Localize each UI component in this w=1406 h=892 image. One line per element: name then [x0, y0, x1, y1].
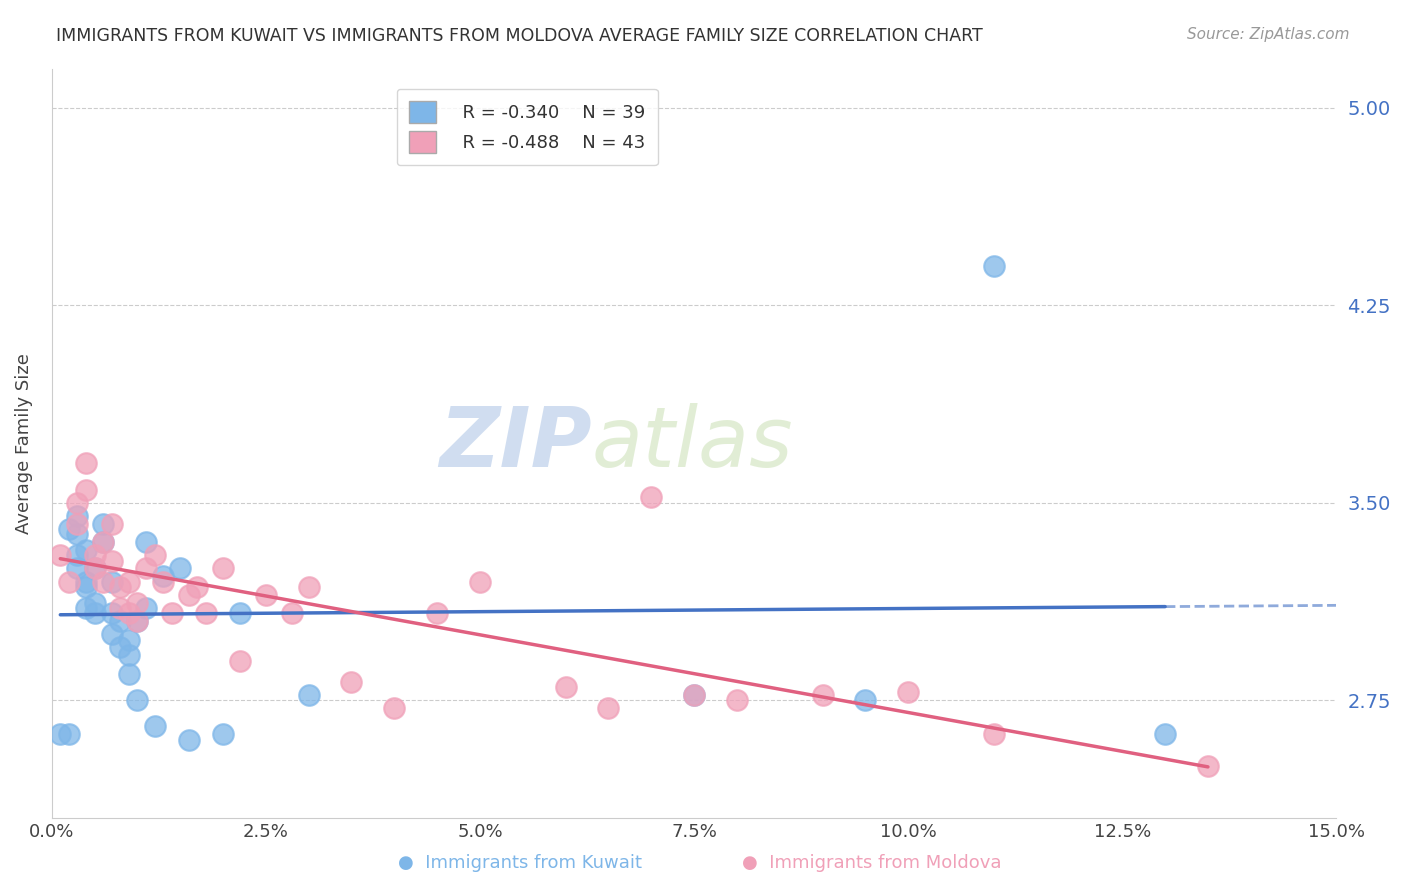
Point — [91, 574, 114, 589]
Point — [110, 601, 132, 615]
Point — [66, 496, 89, 510]
Point — [66, 527, 89, 541]
Point — [83, 561, 105, 575]
Point — [66, 508, 89, 523]
Point — [897, 685, 920, 699]
Y-axis label: Average Family Size: Average Family Size — [15, 353, 32, 534]
Point — [298, 688, 321, 702]
Point — [49, 727, 72, 741]
Point — [143, 549, 166, 563]
Point — [186, 580, 208, 594]
Point — [100, 606, 122, 620]
Point — [382, 701, 405, 715]
Point — [127, 596, 149, 610]
Point — [91, 516, 114, 531]
Point — [110, 640, 132, 655]
Point — [135, 561, 157, 575]
Point — [66, 516, 89, 531]
Point — [58, 522, 80, 536]
Point — [110, 614, 132, 628]
Point — [853, 693, 876, 707]
Point — [118, 574, 141, 589]
Point — [127, 693, 149, 707]
Point — [135, 601, 157, 615]
Point — [118, 632, 141, 647]
Point — [75, 456, 97, 470]
Legend:   R = -0.340    N = 39,   R = -0.488    N = 43: R = -0.340 N = 39, R = -0.488 N = 43 — [396, 89, 658, 165]
Point — [811, 688, 834, 702]
Text: IMMIGRANTS FROM KUWAIT VS IMMIGRANTS FROM MOLDOVA AVERAGE FAMILY SIZE CORRELATIO: IMMIGRANTS FROM KUWAIT VS IMMIGRANTS FRO… — [56, 27, 983, 45]
Point — [100, 553, 122, 567]
Point — [91, 535, 114, 549]
Point — [127, 614, 149, 628]
Point — [118, 606, 141, 620]
Point — [75, 483, 97, 497]
Point — [212, 727, 235, 741]
Point — [229, 654, 252, 668]
Point — [83, 549, 105, 563]
Point — [91, 535, 114, 549]
Point — [75, 580, 97, 594]
Point — [135, 535, 157, 549]
Point — [554, 680, 576, 694]
Point — [468, 574, 491, 589]
Point — [640, 491, 662, 505]
Text: ●  Immigrants from Moldova: ● Immigrants from Moldova — [742, 855, 1001, 872]
Point — [83, 606, 105, 620]
Point — [143, 719, 166, 733]
Point — [298, 580, 321, 594]
Point — [118, 648, 141, 663]
Point — [152, 569, 174, 583]
Point — [983, 727, 1005, 741]
Point — [683, 688, 706, 702]
Text: ZIP: ZIP — [439, 403, 592, 484]
Point — [598, 701, 620, 715]
Point — [1197, 759, 1219, 773]
Point — [83, 561, 105, 575]
Point — [58, 574, 80, 589]
Text: ●  Immigrants from Kuwait: ● Immigrants from Kuwait — [398, 855, 643, 872]
Point — [160, 606, 183, 620]
Point — [118, 666, 141, 681]
Point — [49, 549, 72, 563]
Point — [683, 688, 706, 702]
Point — [127, 614, 149, 628]
Point — [280, 606, 302, 620]
Point — [152, 574, 174, 589]
Text: atlas: atlas — [592, 403, 793, 484]
Point — [66, 549, 89, 563]
Text: Source: ZipAtlas.com: Source: ZipAtlas.com — [1187, 27, 1350, 42]
Point — [983, 259, 1005, 273]
Point — [1154, 727, 1177, 741]
Point — [75, 601, 97, 615]
Point — [254, 588, 277, 602]
Point — [177, 732, 200, 747]
Point — [100, 574, 122, 589]
Point — [194, 606, 217, 620]
Point — [212, 561, 235, 575]
Point — [75, 574, 97, 589]
Point — [100, 516, 122, 531]
Point — [58, 727, 80, 741]
Point — [169, 561, 191, 575]
Point — [75, 543, 97, 558]
Point — [100, 627, 122, 641]
Point — [426, 606, 449, 620]
Point — [229, 606, 252, 620]
Point — [725, 693, 748, 707]
Point — [83, 596, 105, 610]
Point — [110, 580, 132, 594]
Point — [66, 561, 89, 575]
Point — [340, 674, 363, 689]
Point — [177, 588, 200, 602]
